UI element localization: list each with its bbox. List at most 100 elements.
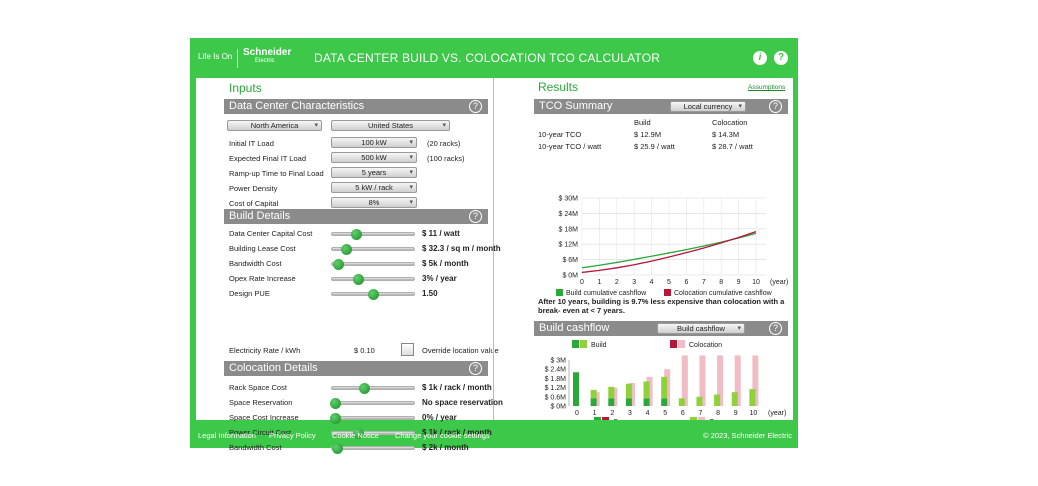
x-axis-label: (year)	[770, 279, 788, 286]
dc-row-select[interactable]: 100 kW	[331, 137, 417, 148]
slider-handle[interactable]	[341, 244, 353, 255]
slider-value: $ 11 / watt	[422, 229, 460, 238]
colocation-opex-bar	[752, 355, 759, 406]
build-opex-bar	[714, 394, 721, 406]
dc-row-note: (20 racks)	[427, 139, 461, 148]
section-title: TCO Summary	[539, 100, 613, 112]
brand-name: Schneider	[243, 47, 292, 58]
slider-handle[interactable]	[368, 289, 379, 300]
slider-handle[interactable]	[330, 413, 341, 424]
build-opex-bar	[696, 396, 703, 406]
slider-handle[interactable]	[352, 428, 364, 439]
info-icon[interactable]: i	[753, 51, 767, 65]
help-icon[interactable]: ?	[769, 100, 782, 113]
slider-value: $ 5k / month	[422, 259, 469, 268]
slider-handle[interactable]	[358, 383, 370, 394]
build-opex-bar	[625, 383, 632, 399]
footer-link-cookie-notice[interactable]: Cookie Notice	[332, 431, 379, 440]
brand-divider	[237, 49, 238, 68]
y-tick-label: $ 30M	[559, 196, 579, 203]
country-select[interactable]: United States	[331, 120, 450, 131]
x-tick-label: 0	[575, 410, 579, 417]
y-tick-label: $ 12M	[559, 242, 579, 249]
slider-value: 0% / year	[422, 413, 457, 422]
page-title: DATA CENTER BUILD VS. COLOCATION TCO CAL…	[314, 51, 661, 65]
x-tick-label: 7	[699, 410, 703, 417]
slider-value: 3% / year	[422, 274, 457, 283]
slider-value: 1.50	[422, 289, 438, 298]
slider-track[interactable]	[331, 428, 415, 439]
footer-link-legal[interactable]: Legal Information	[198, 431, 256, 440]
build-capex-bar	[573, 372, 579, 406]
tco-build-value: $ 25.9 / watt	[634, 142, 675, 151]
slider-track[interactable]	[331, 229, 415, 240]
slider-track[interactable]	[331, 274, 415, 285]
currency-select[interactable]: Local currency	[670, 101, 746, 112]
footer-link-privacy[interactable]: Privacy Policy	[269, 431, 316, 440]
dc-row-select[interactable]: 5 years	[331, 167, 417, 178]
x-tick-label: 10	[749, 410, 757, 417]
x-tick-label: 9	[734, 410, 738, 417]
dc-row-select[interactable]: 8%	[331, 197, 417, 208]
slider-value: $ 1k / rack / month	[422, 383, 492, 392]
footer-link-cookie-settings[interactable]: Change your cookie settings	[395, 431, 490, 440]
slider-track[interactable]	[331, 259, 415, 270]
cashflow-select[interactable]: Build cashflow	[657, 323, 745, 334]
build-opex-bar	[608, 386, 615, 399]
slider-track[interactable]	[331, 244, 415, 255]
legend-label: Capex	[613, 419, 634, 420]
dc-row-select[interactable]: 5 kW / rack	[331, 182, 417, 193]
colocation-opex-bar	[734, 355, 741, 406]
build-opex-bar	[749, 389, 756, 406]
help-icon[interactable]: ?	[469, 362, 482, 375]
slider-track[interactable]	[330, 413, 415, 424]
column-divider	[493, 78, 494, 420]
slider-handle[interactable]	[330, 398, 341, 409]
help-icon[interactable]: ?	[774, 51, 788, 65]
dc-row-select[interactable]: 500 kW	[331, 152, 417, 163]
electricity-value: $ 0.10	[354, 346, 375, 355]
help-icon[interactable]: ?	[469, 210, 482, 223]
slider-label: Data Center Capital Cost	[229, 229, 313, 238]
help-icon[interactable]: ?	[769, 322, 782, 335]
legend-swatch	[698, 417, 705, 420]
region-select[interactable]: North America	[227, 120, 322, 131]
slider-value: $ 2k / month	[422, 443, 469, 452]
legend-swatch	[580, 340, 587, 348]
slider-label: Power Circuit Cost	[229, 428, 292, 437]
x-tick-label: 5	[667, 279, 671, 286]
y-tick-label: $ 0M	[562, 273, 578, 280]
dc-row-label: Ramp-up Time to Final Load	[229, 169, 324, 178]
tco-row-label: 10-year TCO / watt	[538, 142, 602, 151]
slider-label: Rack Space Cost	[229, 383, 287, 392]
build-capex-bar	[625, 398, 632, 406]
slider-value: $ 1k / rack / month	[422, 428, 492, 437]
slider-handle[interactable]	[352, 274, 364, 285]
slider-handle[interactable]	[351, 229, 363, 240]
tco-build-value: $ 12.9M	[634, 130, 662, 139]
slider-handle[interactable]	[331, 443, 343, 454]
slider-track[interactable]	[331, 443, 415, 454]
assumptions-link[interactable]: Assumptions	[748, 84, 786, 91]
brand-tagline: Life Is On	[198, 52, 233, 61]
y-tick-label: $ 0.6M	[545, 394, 567, 401]
slider-track[interactable]	[331, 289, 415, 300]
slider-handle[interactable]	[333, 259, 345, 270]
section-title: Build Details	[229, 210, 291, 222]
build-opex-bar	[661, 376, 668, 399]
legend-label: Colocation cumulative cashflow	[674, 290, 773, 297]
section-tco-summary: TCO Summary ?	[534, 99, 788, 114]
slider-label: Building Lease Cost	[229, 244, 296, 253]
slider-label: Bandwidth Cost	[229, 443, 282, 452]
legend-swatch	[602, 417, 609, 420]
x-tick-label: 9	[737, 279, 741, 286]
y-tick-label: $ 6M	[562, 257, 578, 264]
slider-track[interactable]	[331, 383, 415, 394]
y-tick-label: $ 0M	[550, 404, 566, 411]
x-tick-label: 6	[684, 279, 688, 286]
slider-track[interactable]	[330, 398, 415, 409]
help-icon[interactable]: ?	[469, 100, 482, 113]
legend-swatch	[670, 340, 677, 348]
override-checkbox[interactable]	[401, 343, 414, 356]
section-title: Build cashflow	[539, 322, 610, 334]
